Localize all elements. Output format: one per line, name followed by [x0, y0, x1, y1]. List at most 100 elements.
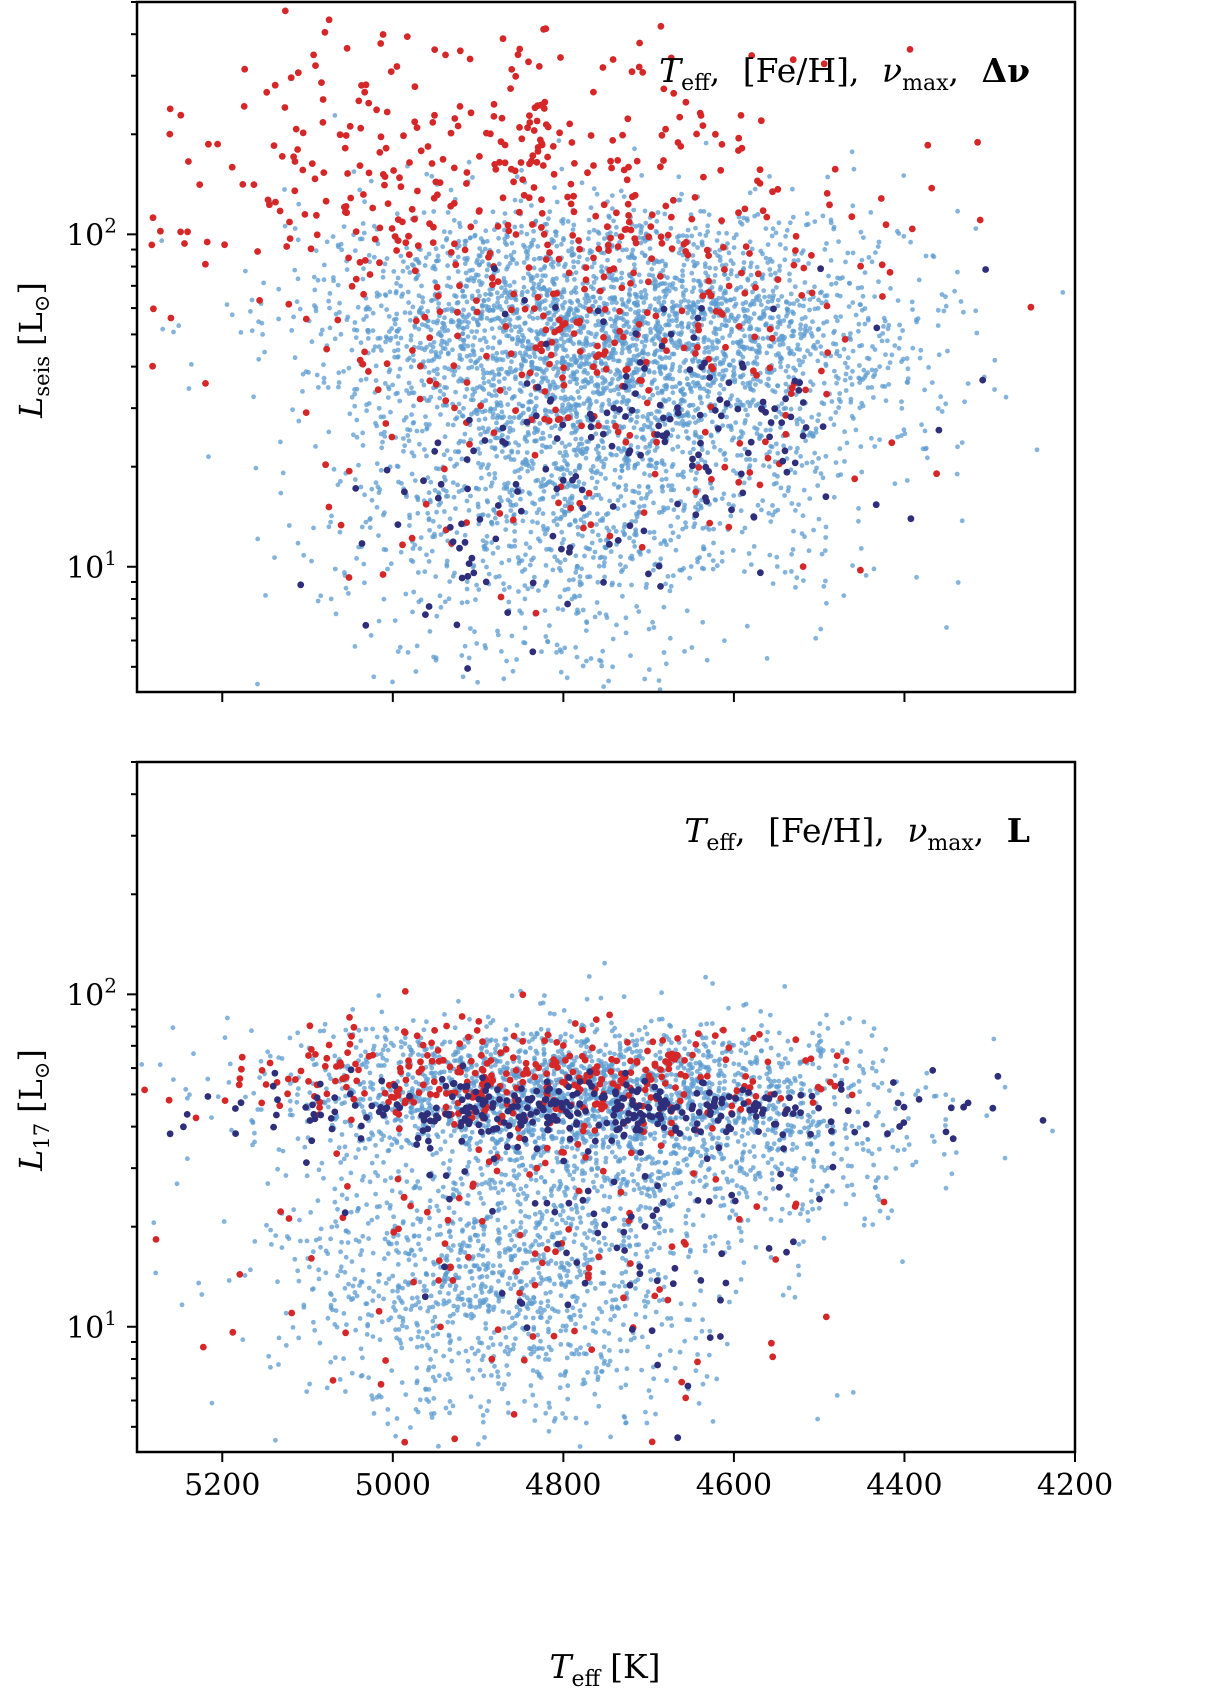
red-point: [746, 250, 753, 257]
background-point: [475, 257, 480, 263]
red-point: [312, 62, 319, 69]
background-point: [646, 411, 651, 417]
navy-point: [744, 449, 752, 457]
background-point: [462, 431, 468, 437]
red-point: [680, 344, 688, 352]
navy-point: [492, 535, 500, 543]
background-point: [517, 387, 523, 393]
red-point: [294, 146, 301, 153]
background-point: [341, 224, 347, 230]
background-point: [729, 329, 734, 335]
background-point: [568, 357, 574, 362]
background-point: [806, 548, 812, 554]
background-point: [444, 562, 450, 567]
red-point: [365, 368, 372, 375]
red-point: [725, 282, 733, 290]
background-point: [595, 318, 601, 324]
background-point: [484, 273, 489, 279]
background-point: [856, 328, 861, 334]
background-point: [665, 574, 671, 579]
red-point: [699, 292, 707, 300]
background-point: [531, 256, 537, 262]
background-point: [815, 418, 821, 424]
background-point: [638, 294, 644, 300]
background-point: [442, 346, 448, 352]
background-point: [272, 555, 277, 560]
background-point: [507, 260, 513, 266]
red-point: [555, 255, 563, 263]
background-point: [513, 440, 518, 445]
background-point: [489, 382, 494, 388]
navy-point: [559, 421, 567, 429]
background-point: [276, 286, 282, 292]
background-point: [593, 431, 599, 437]
background-point: [556, 138, 562, 144]
navy-point: [645, 570, 652, 578]
background-point: [434, 613, 440, 619]
background-point: [160, 326, 166, 332]
red-point: [322, 197, 330, 205]
background-point: [480, 538, 486, 543]
background-point: [657, 329, 663, 335]
red-point: [556, 129, 563, 137]
background-point: [548, 317, 554, 323]
background-point: [723, 290, 728, 296]
background-point: [371, 674, 377, 680]
background-point: [660, 484, 665, 489]
red-point: [388, 225, 396, 232]
red-point: [369, 204, 377, 212]
background-point: [407, 317, 413, 323]
background-point: [547, 433, 553, 439]
background-point: [535, 244, 541, 249]
background-point: [611, 481, 617, 487]
navy-point: [476, 516, 484, 523]
background-point: [761, 463, 766, 468]
red-point: [841, 336, 849, 343]
background-point: [415, 570, 421, 575]
background-point: [434, 258, 440, 264]
red-point: [167, 314, 175, 322]
background-point: [620, 394, 626, 400]
red-point: [620, 333, 627, 341]
background-point: [362, 492, 367, 498]
background-point: [724, 306, 730, 312]
red-point: [403, 33, 411, 40]
background-point: [571, 483, 576, 489]
background-point: [541, 436, 546, 441]
red-point: [667, 213, 675, 221]
background-point: [704, 657, 710, 663]
background-point: [973, 308, 979, 314]
red-point: [266, 201, 273, 209]
background-point: [545, 639, 550, 644]
red-point: [379, 31, 387, 38]
navy-point: [464, 665, 471, 672]
background-point: [576, 341, 582, 346]
red-point: [712, 307, 720, 315]
red-point: [391, 233, 399, 240]
red-point: [436, 308, 444, 315]
navy-point: [610, 404, 618, 412]
red-point: [394, 216, 402, 224]
navy-point: [609, 503, 617, 510]
background-point: [451, 494, 457, 500]
red-point: [657, 22, 665, 30]
background-point: [831, 494, 837, 500]
background-point: [564, 277, 570, 283]
background-point: [516, 589, 521, 594]
background-point: [841, 593, 847, 598]
background-point: [378, 414, 384, 420]
background-point: [834, 380, 839, 386]
background-point: [492, 475, 498, 481]
background-point: [643, 295, 649, 301]
background-point: [426, 490, 432, 496]
red-point: [538, 196, 545, 204]
background-point: [787, 220, 793, 226]
background-point: [843, 388, 849, 393]
background-point: [461, 314, 466, 320]
red-point: [823, 190, 831, 197]
red-point: [738, 269, 745, 277]
background-point: [751, 544, 757, 549]
red-point: [431, 111, 438, 119]
background-point: [392, 348, 397, 354]
background-point: [537, 538, 543, 544]
